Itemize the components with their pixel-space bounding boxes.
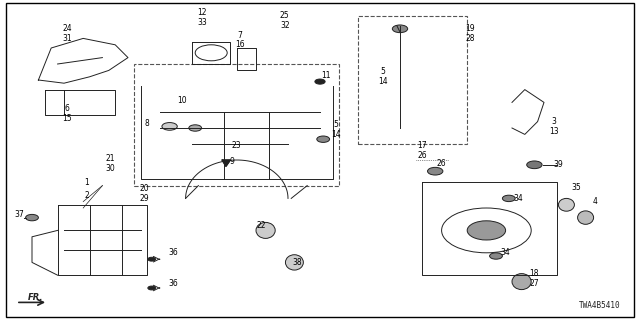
Text: 19
28: 19 28 bbox=[465, 24, 476, 43]
Ellipse shape bbox=[558, 198, 575, 211]
Text: 26: 26 bbox=[436, 159, 447, 168]
Text: 22: 22 bbox=[257, 221, 266, 230]
Text: 5
14: 5 14 bbox=[378, 68, 388, 86]
Text: 7
16: 7 16 bbox=[235, 31, 245, 49]
Text: 2: 2 bbox=[84, 191, 89, 200]
Text: 9: 9 bbox=[230, 157, 235, 166]
Text: TWA4B5410: TWA4B5410 bbox=[579, 301, 621, 310]
Polygon shape bbox=[222, 160, 230, 166]
Text: 25
32: 25 32 bbox=[280, 12, 290, 30]
Ellipse shape bbox=[256, 222, 275, 238]
Text: 38: 38 bbox=[292, 258, 302, 267]
Text: 4: 4 bbox=[593, 197, 598, 206]
Circle shape bbox=[490, 253, 502, 259]
Text: 24
31: 24 31 bbox=[62, 24, 72, 43]
Text: 17
26: 17 26 bbox=[417, 141, 428, 160]
Text: 23: 23 bbox=[232, 141, 242, 150]
Text: 36: 36 bbox=[168, 279, 178, 288]
Text: 39: 39 bbox=[553, 160, 563, 169]
Text: 35: 35 bbox=[571, 183, 581, 192]
Bar bbox=[358, 16, 467, 144]
Text: 37: 37 bbox=[14, 210, 24, 219]
Text: 6
15: 6 15 bbox=[62, 104, 72, 123]
Text: 12
33: 12 33 bbox=[197, 8, 207, 27]
Text: 34: 34 bbox=[500, 248, 511, 257]
Text: 20
29: 20 29 bbox=[139, 184, 149, 203]
Ellipse shape bbox=[578, 211, 594, 224]
Text: 10: 10 bbox=[177, 96, 188, 105]
Circle shape bbox=[189, 125, 202, 131]
Circle shape bbox=[392, 25, 408, 33]
Text: 21
30: 21 30 bbox=[105, 154, 115, 172]
Text: 34: 34 bbox=[513, 194, 524, 203]
Circle shape bbox=[148, 257, 156, 261]
Text: 11: 11 bbox=[322, 71, 331, 80]
Bar bbox=[134, 64, 339, 186]
Circle shape bbox=[317, 136, 330, 142]
Circle shape bbox=[162, 123, 177, 130]
Text: 1: 1 bbox=[84, 178, 89, 187]
Text: FR.: FR. bbox=[28, 293, 43, 302]
Circle shape bbox=[148, 286, 156, 290]
Text: 8: 8 bbox=[145, 119, 150, 128]
Text: 36: 36 bbox=[168, 248, 178, 257]
Circle shape bbox=[527, 161, 542, 169]
Circle shape bbox=[502, 195, 515, 202]
Circle shape bbox=[26, 214, 38, 221]
Text: 3
13: 3 13 bbox=[548, 117, 559, 136]
Text: 18
27: 18 27 bbox=[529, 269, 540, 288]
Circle shape bbox=[428, 167, 443, 175]
Circle shape bbox=[467, 221, 506, 240]
Text: 5
14: 5 14 bbox=[331, 120, 341, 139]
Circle shape bbox=[315, 79, 325, 84]
Ellipse shape bbox=[512, 274, 531, 290]
Ellipse shape bbox=[285, 255, 303, 270]
